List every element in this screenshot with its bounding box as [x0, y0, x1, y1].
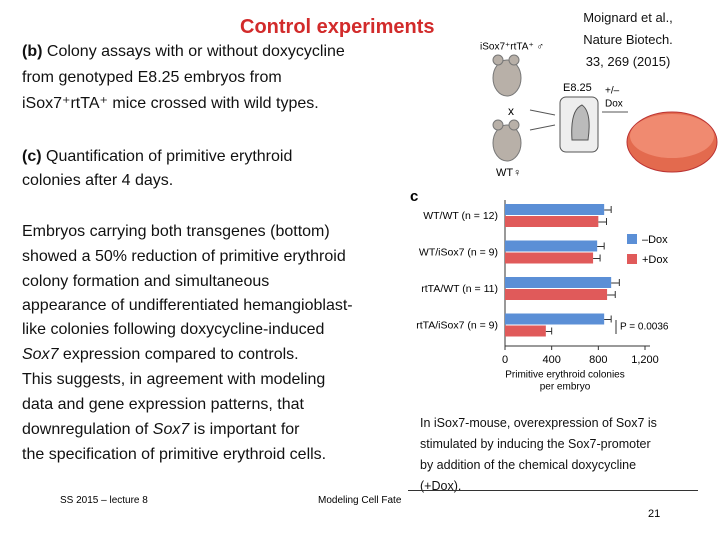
x-axis-label: Primitive erythroid colonies	[505, 370, 625, 381]
footer: Modeling Cell Fate	[318, 495, 402, 506]
annotation: P = 0.0036	[620, 322, 669, 333]
text-line: This suggests, in agreement with modelin…	[22, 371, 326, 388]
text-line: showed a 50% reduction of primitive eryt…	[22, 248, 346, 265]
category-label: rtTA/iSox7 (n = 9)	[416, 319, 498, 331]
diagram-label: x	[508, 104, 514, 118]
legend-label: +Dox	[642, 254, 668, 266]
text-line: from genotyped E8.25 embryos from	[22, 69, 282, 86]
text-line: like colonies following doxycycline-indu…	[22, 321, 325, 338]
text-line: data and gene expression patterns, that	[22, 396, 304, 413]
category-label: WT/iSox7 (n = 9)	[419, 246, 498, 258]
bar	[505, 240, 598, 252]
gene: Sox7	[22, 346, 59, 363]
diagram-label: Dox	[605, 99, 623, 110]
diagram-label: WT♀	[496, 167, 521, 179]
caption: by addition of the chemical doxycycline	[420, 458, 637, 472]
slide-title: Control experiments	[240, 16, 435, 38]
text-line: Sox7 expression compared to controls.	[22, 347, 299, 363]
diagram-label: iSox7⁺rtTA⁺ ♂	[480, 42, 544, 53]
diagram-label: +/–	[605, 86, 620, 97]
separator	[408, 490, 698, 491]
text-line: colonies after 4 days.	[22, 172, 174, 189]
gene: Sox7	[152, 421, 190, 438]
x-tick-label: 0	[502, 354, 508, 366]
text-line: iSox7⁺rtTA⁺ mice crossed with wild types…	[22, 95, 319, 112]
bar	[505, 204, 605, 215]
text-line: colony formation and simultaneous	[22, 273, 270, 290]
text: expression compared to controls.	[58, 346, 299, 363]
legend-swatch	[627, 234, 637, 244]
arrow	[529, 109, 556, 131]
bar	[505, 216, 599, 227]
page-number: 21	[648, 508, 661, 520]
bar	[505, 277, 612, 288]
label: (b)	[22, 43, 43, 60]
text: downregulation of	[22, 421, 153, 438]
caption: (+Dox).	[420, 479, 462, 493]
text-line: the specification of primitive erythroid…	[22, 446, 327, 463]
x-tick-label: 800	[589, 354, 607, 366]
text-line: appearance of undifferentiated hemangiob…	[22, 297, 353, 314]
caption: stimulated by inducing the Sox7-promoter	[420, 437, 651, 451]
text: Colony assays with or without doxycyclin…	[42, 43, 345, 60]
label: (c)	[22, 148, 42, 165]
petri-dish	[630, 114, 714, 158]
legend-label: –Dox	[642, 234, 668, 246]
bar	[505, 289, 608, 300]
citation: Moignard et al.,	[583, 10, 673, 25]
x-tick-label: 400	[542, 354, 560, 366]
x-tick-label: 1,200	[631, 354, 659, 366]
panel-label: c	[410, 188, 418, 205]
footer: SS 2015 – lecture 8	[60, 495, 148, 506]
category-label: WT/WT (n = 12)	[423, 210, 498, 222]
mouse	[492, 54, 522, 162]
text-line: (b) Colony assays with or without doxycy…	[22, 44, 345, 60]
text: Quantification of primitive erythroid	[41, 148, 293, 165]
text-line: (c) Quantification of primitive erythroi…	[22, 149, 292, 165]
citation: Nature Biotech.	[583, 32, 673, 47]
diagram-label: E8.25	[563, 82, 592, 94]
citation: 33, 269 (2015)	[585, 54, 671, 69]
bar	[505, 313, 605, 325]
x-axis-label: per embryo	[540, 382, 591, 393]
category-label: rtTA/WT (n = 11)	[421, 283, 498, 295]
bar	[505, 252, 594, 264]
caption: In iSox7-mouse, overexpression of Sox7 i…	[420, 416, 657, 430]
embryo	[571, 104, 590, 141]
legend-swatch	[627, 254, 637, 264]
text-line: downregulation of Sox7 is important for	[22, 422, 300, 438]
text: is important for	[189, 421, 300, 438]
bar	[505, 325, 546, 337]
text-line: Embryos carrying both transgenes (bottom…	[22, 223, 330, 240]
